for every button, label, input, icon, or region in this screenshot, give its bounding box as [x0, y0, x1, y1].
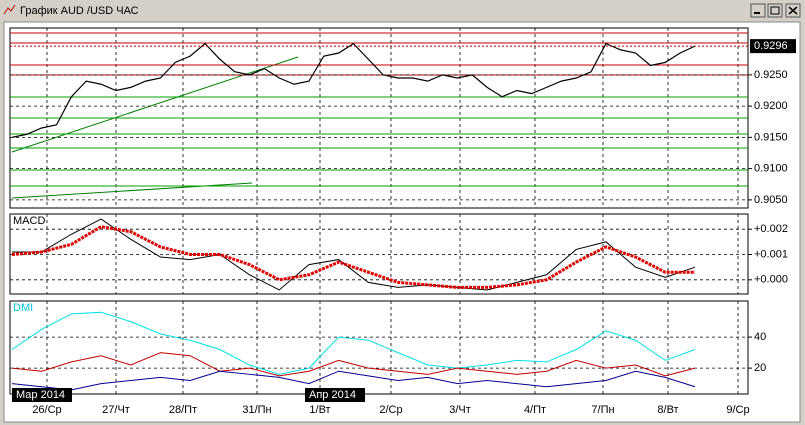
y-tick-label: +0.000 — [754, 274, 788, 286]
indicator-line — [11, 225, 695, 289]
y-tick-label: 0.9150 — [754, 131, 788, 143]
price-line — [11, 42, 696, 138]
x-tick-label: 26/Ср — [32, 404, 61, 416]
y-tick-label: 0.9200 — [754, 100, 788, 112]
y-tick-label: 20 — [754, 362, 766, 374]
panel — [9, 213, 749, 295]
x-tick-label: 31/Пн — [242, 404, 271, 416]
trend-line — [11, 56, 299, 153]
window-title: График AUD /USD ЧАС — [20, 5, 139, 17]
indicator-line — [11, 311, 696, 375]
x-tick-label: 28/Пт — [169, 404, 197, 416]
title-bar — [0, 0, 805, 20]
last-price-label: 0.9296 — [754, 40, 788, 52]
x-tick-label: 8/Вт — [657, 404, 678, 416]
y-tick-label: 40 — [754, 331, 766, 343]
x-tick-label: 3/Чт — [449, 404, 471, 416]
minimize-button[interactable] — [750, 3, 766, 18]
x-tick-label: 4/Пт — [524, 404, 546, 416]
x-tick-label: 1/Вт — [309, 404, 330, 416]
date-marker-box — [12, 388, 72, 402]
close-icon — [788, 6, 798, 15]
x-tick-label: 2/Ср — [379, 404, 402, 416]
last-price-box — [750, 39, 796, 54]
panel-title: DMI — [13, 302, 33, 314]
x-tick-label: 7/Пн — [591, 404, 614, 416]
x-tick-label: 9/Ср — [726, 404, 749, 416]
panel — [9, 300, 749, 395]
window-buttons[interactable] — [750, 3, 801, 18]
date-marker-box — [305, 388, 365, 402]
maximize-button[interactable] — [767, 3, 783, 18]
x-tick-label: 27/Чт — [102, 404, 130, 416]
y-tick-label: 0.9100 — [754, 163, 788, 175]
indicator-line — [12, 218, 696, 291]
y-tick-label: 0.9050 — [754, 194, 788, 206]
panel-title: MACD — [13, 215, 45, 227]
maximize-icon — [770, 6, 780, 15]
date-marker: Мар 2014 — [16, 389, 65, 401]
y-tick-label: +0.001 — [754, 248, 788, 260]
indicator-line — [11, 352, 696, 377]
y-tick-label: 0.9250 — [754, 69, 788, 81]
app-icon — [3, 4, 16, 15]
y-tick-label: +0.002 — [754, 223, 788, 235]
date-marker: Апр 2014 — [309, 389, 356, 401]
indicator-line — [11, 370, 696, 391]
